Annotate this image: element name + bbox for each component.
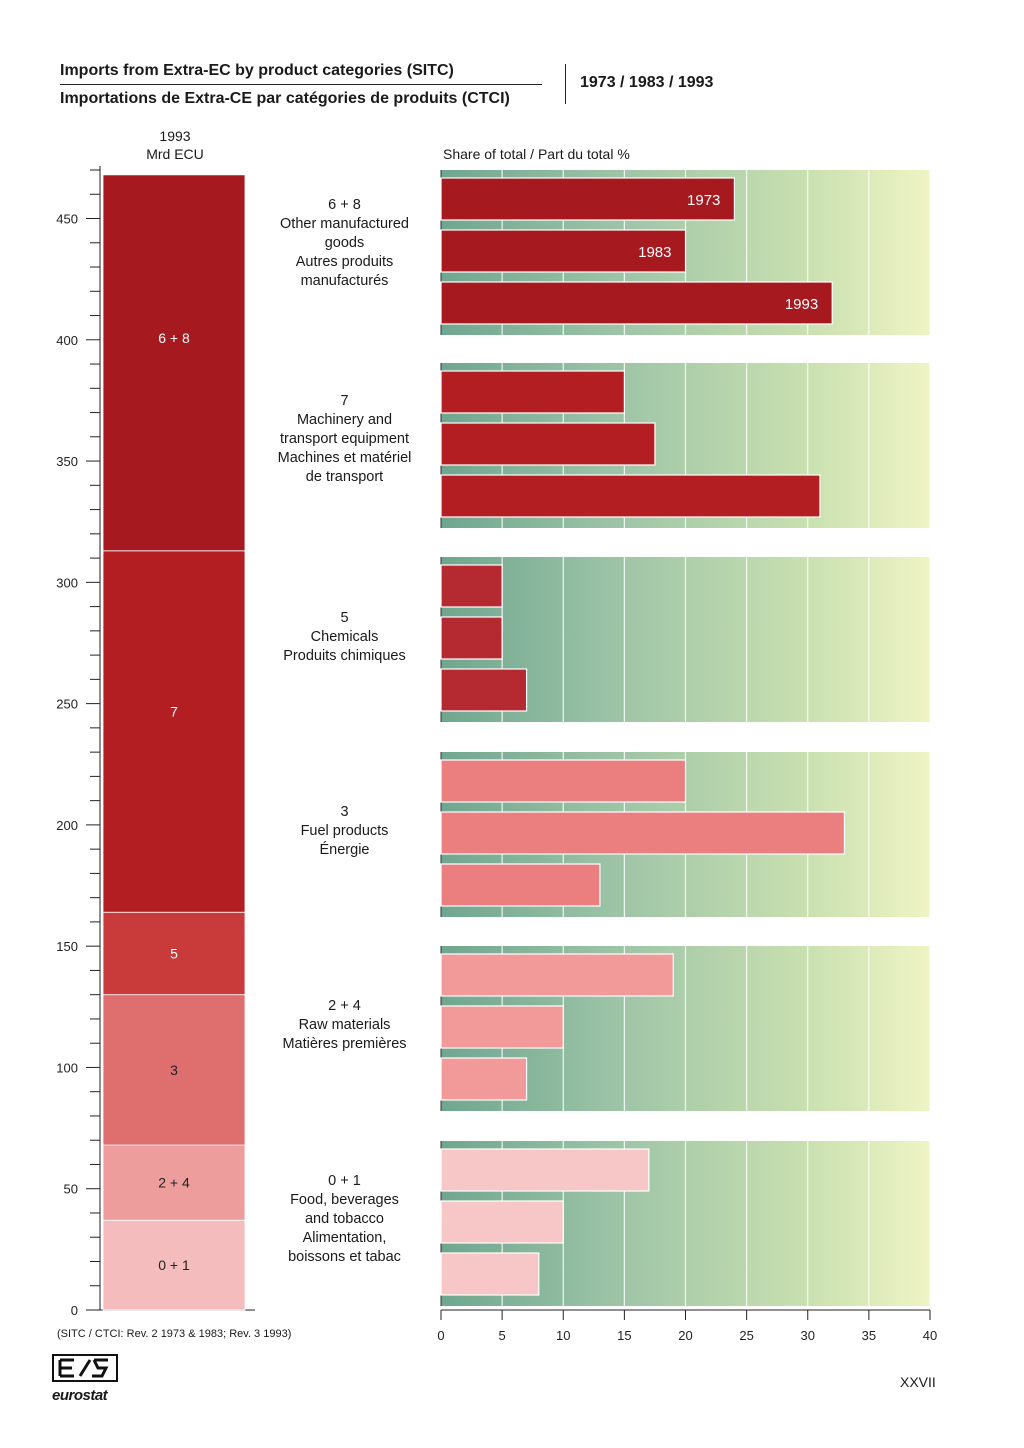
bar-24-1973 xyxy=(440,953,674,997)
segment-label: 6 + 8 xyxy=(158,330,190,346)
y-tick-label: 100 xyxy=(56,1060,78,1075)
category-label-line: Matières premières xyxy=(282,1036,407,1052)
x-tick-label: 10 xyxy=(556,1328,570,1343)
y-tick-label: 350 xyxy=(56,454,78,469)
eurostat-logo: eurostat xyxy=(52,1354,122,1404)
title-divider xyxy=(60,84,542,85)
category-label-line: Food, beverages xyxy=(290,1192,399,1208)
y-tick-label: 250 xyxy=(56,697,78,712)
stack-segment-3 xyxy=(102,994,246,1146)
segment-label: 3 xyxy=(170,1062,178,1078)
bar-68-1983 xyxy=(440,229,687,273)
category-label-line: transport equipment xyxy=(280,431,409,447)
y-tick-label: 450 xyxy=(56,212,78,227)
bar-7-1993 xyxy=(440,474,821,518)
bar-3-1973 xyxy=(440,759,687,803)
x-tick-label: 25 xyxy=(739,1328,753,1343)
stacked-column-chart: 0 50 100 150 200 250 300 350 400 450 0 + 1 2 + 4 3 5 7… xyxy=(56,166,255,1318)
category-label-line: Alimentation, xyxy=(302,1230,387,1246)
category-label-line: Other manufactured xyxy=(280,216,409,232)
segment-label: 7 xyxy=(170,704,178,720)
page-number: XXVII xyxy=(900,1374,936,1390)
category-label-line: Chemicals xyxy=(310,629,379,645)
category-label-line: 3 xyxy=(340,804,349,820)
category-label-line: Autres produits xyxy=(295,254,394,270)
segment-label: 5 xyxy=(170,945,178,961)
stack-segment-7 xyxy=(102,550,246,913)
bar-3-1983 xyxy=(440,811,846,855)
category-label-line: 2 + 4 xyxy=(328,998,361,1014)
bar-year-label: 1993 xyxy=(785,296,818,313)
y-tick-label: 50 xyxy=(64,1182,78,1197)
segment-label: 0 + 1 xyxy=(158,1257,190,1273)
category-label: 3 Fuel products Énergie xyxy=(262,803,427,860)
y-tick-label: 400 xyxy=(56,333,78,348)
bar-7-1983 xyxy=(440,422,656,466)
category-label-line: Machines et matériel xyxy=(277,450,412,466)
eurostat-logo-text: eurostat xyxy=(52,1387,108,1404)
x-tick-label: 15 xyxy=(617,1328,631,1343)
footnote: (SITC / CTCI: Rev. 2 1973 & 1983; Rev. 3… xyxy=(57,1328,292,1340)
category-label: 5 Chemicals Produits chimiques xyxy=(262,609,427,666)
y-tick-label: 300 xyxy=(56,575,78,590)
category-label-line: goods xyxy=(324,235,365,251)
bar-year-label: 1983 xyxy=(638,244,671,261)
y-tick-label: 200 xyxy=(56,818,78,833)
stack-segment-01 xyxy=(102,1219,246,1311)
left-chart-year: 1993 xyxy=(159,128,191,144)
category-label: 7 Machinery and transport equipment Machine… xyxy=(262,392,427,487)
bar-24-1993 xyxy=(440,1057,528,1101)
category-label-line: Énergie xyxy=(319,842,370,858)
category-label-line: Fuel products xyxy=(300,823,389,839)
header-separator xyxy=(565,64,566,104)
category-label-line: and tobacco xyxy=(304,1211,384,1227)
bar-01-1993 xyxy=(440,1252,540,1296)
category-label: 2 + 4 Raw materials Matières premières xyxy=(262,997,427,1054)
category-label: 6 + 8 Other manufactured goods Autres produ… xyxy=(262,196,427,291)
bar-5-1993 xyxy=(440,668,528,712)
x-tick-label: 40 xyxy=(923,1328,937,1343)
bar-68-1973 xyxy=(440,177,735,221)
category-label-line: Produits chimiques xyxy=(283,648,406,664)
y-tick-label: 0 xyxy=(71,1303,78,1318)
segment-label: 2 + 4 xyxy=(158,1175,190,1191)
x-tick-label: 0 xyxy=(437,1328,444,1343)
stack-segment-5 xyxy=(102,911,246,996)
title-french: Importations de Extra-CE par catégories … xyxy=(60,90,510,107)
right-chart-title: Share of total / Part du total % xyxy=(443,146,630,162)
title-english: Imports from Extra-EC by product categor… xyxy=(60,62,454,79)
bar-5-1973 xyxy=(440,564,503,608)
category-label-line: de transport xyxy=(305,469,384,485)
y-tick-label: 150 xyxy=(56,939,78,954)
bar-5-1983 xyxy=(440,616,503,660)
bar-68-1993 xyxy=(440,281,833,325)
x-tick-label: 35 xyxy=(862,1328,876,1343)
share-bar-chart: 1973 1983 1993 0 5 10 15 20 25 30 35 40 xyxy=(437,170,937,1343)
category-label-line: 0 + 1 xyxy=(328,1173,361,1189)
bar-01-1973 xyxy=(440,1148,650,1192)
category-label-line: 6 + 8 xyxy=(328,197,361,213)
years-label: 1973 / 1983 / 1993 xyxy=(580,74,714,91)
bar-year-label: 1973 xyxy=(687,192,720,209)
x-tick-label: 20 xyxy=(678,1328,692,1343)
bar-7-1973 xyxy=(440,370,625,414)
bar-01-1983 xyxy=(440,1200,564,1244)
category-label-line: 7 xyxy=(340,393,349,409)
category-label-line: 5 xyxy=(340,610,349,626)
eurostat-logo-icon xyxy=(52,1354,118,1382)
x-tick-label: 30 xyxy=(801,1328,815,1343)
category-label-line: manufacturés xyxy=(300,273,389,289)
x-tick-label: 5 xyxy=(499,1328,506,1343)
bar-3-1993 xyxy=(440,863,601,907)
category-label: 0 + 1 Food, beverages and tobacco Alimentat… xyxy=(262,1172,427,1267)
category-label-line: Machinery and xyxy=(296,412,393,428)
stack-segment-24 xyxy=(102,1144,246,1221)
left-chart-unit: Mrd ECU xyxy=(146,146,204,162)
category-label-line: boissons et tabac xyxy=(288,1249,401,1265)
category-label-line: Raw materials xyxy=(298,1017,391,1033)
bar-24-1983 xyxy=(440,1005,564,1049)
stack-segment-68 xyxy=(102,174,246,552)
